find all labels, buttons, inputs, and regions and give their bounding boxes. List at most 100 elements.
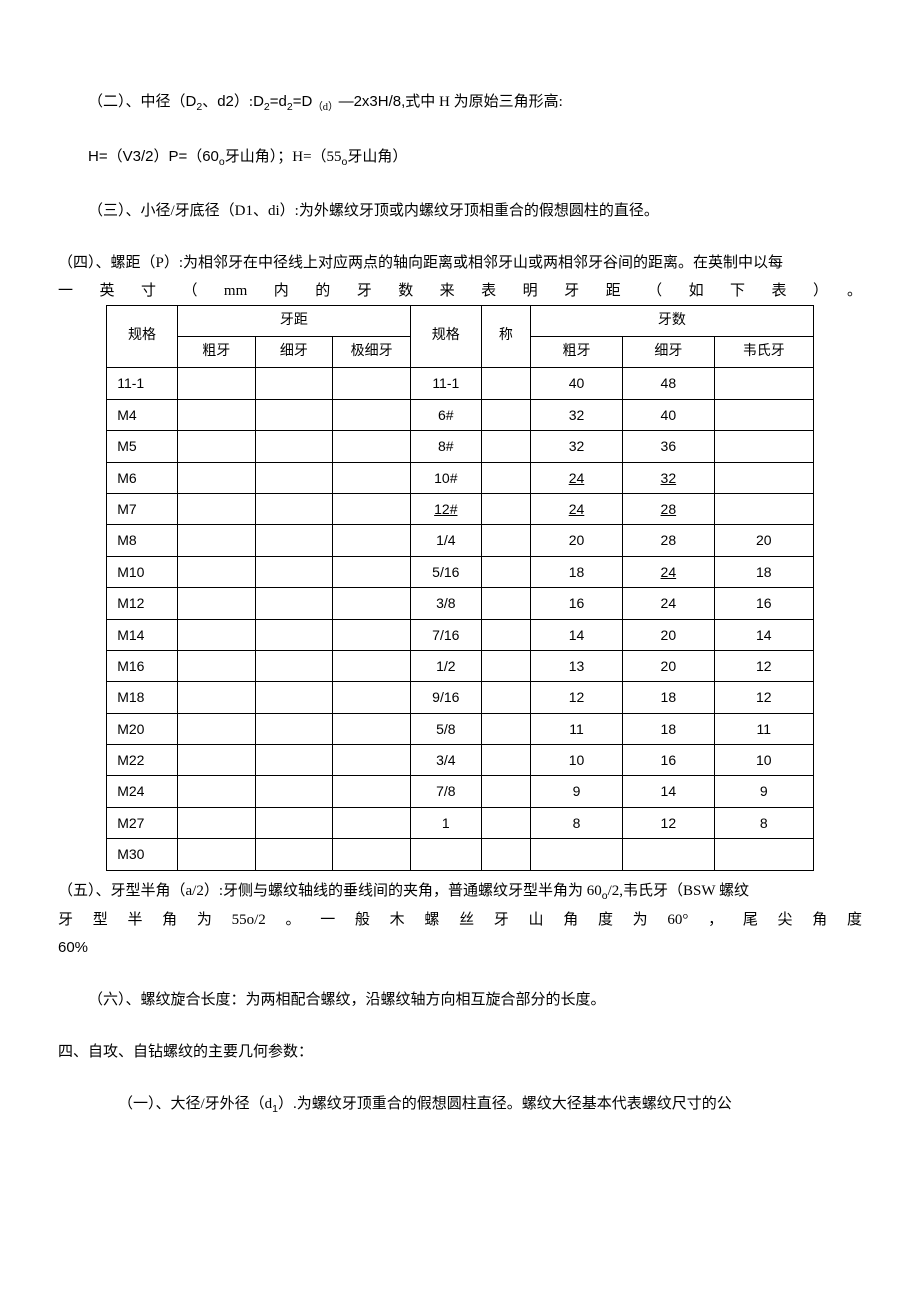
cell-t1: 11 <box>531 713 623 744</box>
cell-name <box>481 399 530 430</box>
cell-c3 <box>333 493 411 524</box>
cell-name <box>481 713 530 744</box>
cell-t1 <box>531 839 623 870</box>
hdr-left-group: 规格 <box>107 305 178 368</box>
table-row: M81/4202820 <box>107 525 814 556</box>
cell-name <box>481 462 530 493</box>
hdr-pitch-0: 粗牙 <box>177 336 255 367</box>
p2-c: 牙山角） <box>347 149 407 165</box>
cell-c2 <box>255 776 333 807</box>
cell-t3: 18 <box>714 556 813 587</box>
cell-name <box>481 619 530 650</box>
para-section-4: 四、自攻、自钻螺纹的主要几何参数： <box>58 1040 862 1064</box>
hdr-tooth-2: 韦氏牙 <box>714 336 813 367</box>
cell-t2: 20 <box>622 650 714 681</box>
cell-c3 <box>333 556 411 587</box>
cell-t2: 32 <box>622 462 714 493</box>
cell-t2: 18 <box>622 713 714 744</box>
cell-c2 <box>255 368 333 399</box>
para-4-pitch-b: 一英寸（mm内的牙数来表明牙距（如下表）。 <box>58 279 862 303</box>
cell-rg: 11-1 <box>107 368 178 399</box>
para-3-minor-dia: （三）、小径/牙底径（D1、di）:为外螺纹牙顶或内螺纹牙顶相重合的假想圆柱的直… <box>58 199 862 223</box>
p4a-text: （四）、螺距（P）:为相邻牙在中径线上对应两点的轴向距离或相邻牙山或两相邻牙谷间… <box>58 255 783 271</box>
table-row: M2718128 <box>107 807 814 838</box>
cell-c1 <box>177 713 255 744</box>
cell-rg2: 5/16 <box>410 556 481 587</box>
table-row: M610#2432 <box>107 462 814 493</box>
cell-rg: M30 <box>107 839 178 870</box>
p1-eq1: D <box>253 93 264 110</box>
cell-c3 <box>333 588 411 619</box>
hdr-name-col: 称 <box>481 305 530 368</box>
p1-sep2: ）: <box>234 94 253 110</box>
para-5-pct: 60% <box>58 936 862 960</box>
p3-text: （三）、小径/牙底径（D1、di）:为外螺纹牙顶或内螺纹牙顶相重合的假想圆柱的直… <box>88 203 659 219</box>
table-row: M247/89149 <box>107 776 814 807</box>
cell-name <box>481 556 530 587</box>
cell-c1 <box>177 368 255 399</box>
p4b-text: 一英寸（mm内的牙数来表明牙距（如下表）。 <box>58 283 862 299</box>
cell-t1: 12 <box>531 682 623 713</box>
cell-t1: 13 <box>531 650 623 681</box>
cell-rg: M27 <box>107 807 178 838</box>
p1-d2a: D <box>186 93 197 110</box>
cell-t3 <box>714 493 813 524</box>
cell-c1 <box>177 650 255 681</box>
cell-name <box>481 525 530 556</box>
cell-name <box>481 807 530 838</box>
cell-c1 <box>177 462 255 493</box>
cell-c2 <box>255 682 333 713</box>
cell-name <box>481 776 530 807</box>
cell-rg2: 5/8 <box>410 713 481 744</box>
cell-rg: M10 <box>107 556 178 587</box>
p6-text: （六）、螺纹旋合长度：为两相配合螺纹，沿螺纹轴方向相互旋合部分的长度。 <box>88 992 606 1008</box>
cell-c2 <box>255 525 333 556</box>
cell-name <box>481 431 530 462</box>
cell-c3 <box>333 619 411 650</box>
cell-t2: 28 <box>622 493 714 524</box>
cell-rg: M5 <box>107 431 178 462</box>
cell-t1: 18 <box>531 556 623 587</box>
cell-c2 <box>255 588 333 619</box>
para-4-pitch-a: （四）、螺距（P）:为相邻牙在中径线上对应两点的轴向距离或相邻牙山或两相邻牙谷间… <box>58 251 862 275</box>
p5b-text: /2,韦氏牙（BSW 螺纹 <box>608 883 749 899</box>
table-row: M123/8162416 <box>107 588 814 619</box>
cell-name <box>481 588 530 619</box>
hdr-tooth-1: 细牙 <box>622 336 714 367</box>
cell-name <box>481 493 530 524</box>
table-row: M46#3240 <box>107 399 814 430</box>
cell-rg2: 12# <box>410 493 481 524</box>
p1-prefix: （二）、中径（ <box>88 94 186 110</box>
cell-c3 <box>333 807 411 838</box>
cell-t1: 24 <box>531 493 623 524</box>
para-h-formula: H=（V3/2）P=（60o牙山角）；H=（55o牙山角） <box>58 145 862 171</box>
hdr-pitch-1: 细牙 <box>255 336 333 367</box>
table-row: M147/16142014 <box>107 619 814 650</box>
cell-t1: 8 <box>531 807 623 838</box>
cell-c2 <box>255 493 333 524</box>
cell-c3 <box>333 431 411 462</box>
cell-t3: 10 <box>714 745 813 776</box>
cell-t1: 14 <box>531 619 623 650</box>
cell-t1: 9 <box>531 776 623 807</box>
cell-t3: 12 <box>714 682 813 713</box>
p1-d2b: d2 <box>217 93 234 110</box>
hdr-right-group: 规格 <box>410 305 481 368</box>
cell-t2: 24 <box>622 588 714 619</box>
cell-c2 <box>255 650 333 681</box>
cell-rg: M8 <box>107 525 178 556</box>
cell-t2: 20 <box>622 619 714 650</box>
p1-sep1: 、 <box>202 94 217 110</box>
cell-rg2: 1 <box>410 807 481 838</box>
cell-t3 <box>714 462 813 493</box>
hdr-tooth-0: 粗牙 <box>531 336 623 367</box>
table-row: M105/16182418 <box>107 556 814 587</box>
table-row: 11-111-14048 <box>107 368 814 399</box>
cell-c3 <box>333 839 411 870</box>
cell-c1 <box>177 776 255 807</box>
cell-t3: 12 <box>714 650 813 681</box>
cell-rg2: 9/16 <box>410 682 481 713</box>
cell-c2 <box>255 399 333 430</box>
cell-name <box>481 839 530 870</box>
para-4-1-major-dia: （一）、大径/牙外径（d1）.为螺纹牙顶重合的假想圆柱直径。螺纹大径基本代表螺纹… <box>58 1092 862 1118</box>
